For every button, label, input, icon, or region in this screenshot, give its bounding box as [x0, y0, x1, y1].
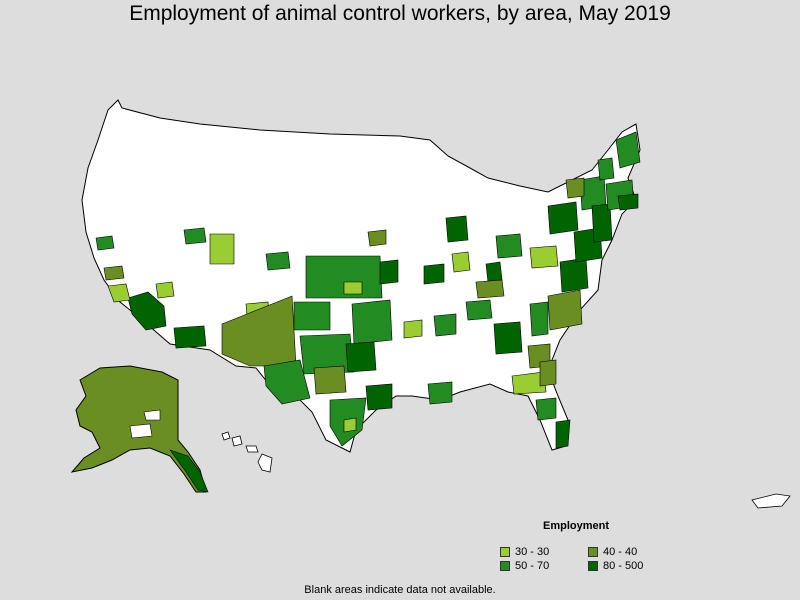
area-west-texas	[263, 359, 311, 405]
area-iowa	[367, 229, 387, 247]
legend-label: 40 - 40	[603, 546, 638, 558]
area-tampa	[535, 397, 557, 421]
legend-swatch	[500, 547, 510, 557]
area-shapes	[95, 131, 641, 449]
area-austin	[313, 365, 347, 395]
area-salt-lake	[183, 227, 207, 245]
area-charlotte	[529, 301, 549, 337]
area-st-louis	[423, 263, 445, 285]
alaska-panhandle	[169, 449, 209, 493]
legend-swatch	[588, 561, 598, 571]
area-texas-coast	[343, 417, 357, 433]
area-maine	[615, 131, 641, 169]
area-kansas-small	[343, 281, 363, 295]
area-new-orleans	[427, 381, 453, 405]
area-west-virginia	[529, 245, 559, 269]
area-sacramento	[95, 235, 115, 251]
area-phoenix	[173, 325, 207, 349]
area-kansas-city	[379, 259, 399, 285]
area-kansas	[305, 255, 383, 299]
area-carolinas	[547, 289, 583, 331]
area-nyc-nj	[591, 203, 613, 243]
alaska-no-data-1	[143, 409, 161, 421]
area-oklahoma-east	[351, 299, 393, 345]
hawaii	[221, 431, 273, 473]
area-indiana	[451, 251, 471, 273]
area-miami	[555, 419, 571, 449]
area-florida-north	[511, 371, 547, 395]
area-oklahoma-west	[293, 301, 331, 331]
legend-title: Employment	[542, 520, 609, 532]
legend-swatch	[588, 547, 598, 557]
map-title: Employment of animal control workers, by…	[129, 2, 671, 25]
area-nashville	[465, 299, 493, 321]
area-pennsylvania	[547, 201, 579, 235]
legend-item-50-70: 50 - 70	[500, 560, 588, 572]
area-houston	[365, 383, 393, 411]
legend-item-80-500: 80 - 500	[588, 560, 668, 572]
area-vermont	[597, 157, 615, 181]
footnote: Blank areas indicate data not available.	[304, 584, 496, 596]
legend-swatch	[500, 561, 510, 571]
area-fresno	[103, 265, 125, 281]
area-kentucky	[475, 279, 505, 299]
legend-label: 50 - 70	[515, 560, 550, 572]
area-utah-rural	[209, 233, 235, 265]
area-jacksonville	[539, 359, 557, 387]
area-atlanta	[493, 321, 523, 355]
area-upstate-ny	[565, 177, 585, 199]
alaska-no-data-2	[129, 423, 153, 439]
legend-item-30: 30 - 30	[500, 546, 588, 558]
puerto-rico	[751, 493, 791, 509]
area-ohio-west	[485, 261, 503, 283]
area-denver	[265, 251, 291, 271]
area-las-vegas	[155, 281, 175, 299]
legend-label: 30 - 30	[515, 546, 550, 558]
area-central-california	[107, 283, 131, 303]
area-virginia	[559, 257, 589, 293]
area-central-texas	[299, 333, 355, 375]
area-chicago	[445, 215, 469, 243]
area-memphis	[433, 313, 457, 337]
area-missouri-south	[403, 319, 423, 339]
legend-item-40: 40 - 40	[588, 546, 668, 558]
legend-label: 80 - 500	[603, 560, 644, 572]
area-southern-california	[127, 291, 167, 331]
legend: Employment 30 - 30 40 - 40 50 - 70 80 - …	[500, 520, 670, 572]
area-massachusetts	[617, 193, 639, 211]
area-dallas	[345, 341, 377, 373]
area-ohio	[495, 233, 523, 259]
